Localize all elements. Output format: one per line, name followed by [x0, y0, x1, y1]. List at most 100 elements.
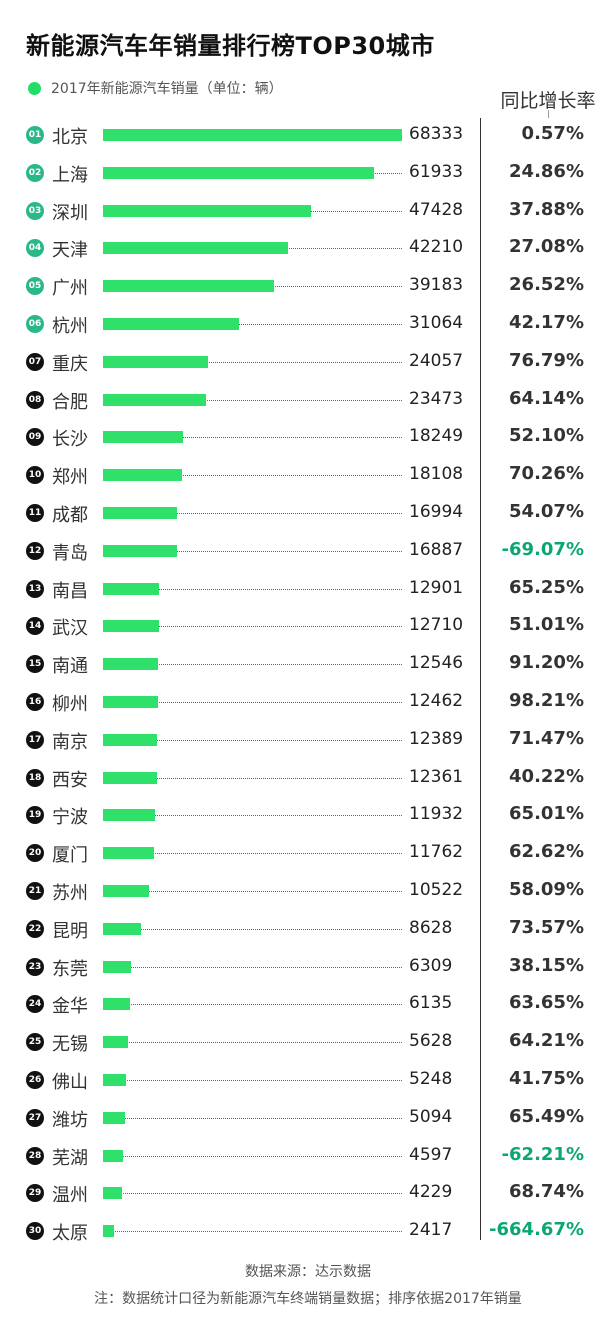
chart-row: 12 青岛 16887 -69.07% — [0, 533, 616, 569]
growth-rate-label: 62.62% — [509, 841, 584, 863]
chart-row: 27 潍坊 5094 65.49% — [0, 1100, 616, 1136]
city-label: 郑州 — [52, 467, 88, 489]
rank-badge: 28 — [26, 1146, 44, 1165]
sales-bar — [103, 242, 288, 255]
city-label: 天津 — [52, 240, 88, 262]
leader-line — [103, 1117, 402, 1119]
sales-bar — [103, 922, 141, 935]
growth-rate-label: 98.21% — [509, 690, 584, 711]
sales-bar — [103, 318, 239, 330]
sales-value-label: 6135 — [409, 993, 453, 1014]
city-label: 青岛 — [52, 542, 88, 564]
leader-line — [103, 626, 402, 628]
chart-row: 09 长沙 18249 52.10% — [0, 419, 616, 455]
sales-value-label: 4229 — [409, 1182, 453, 1203]
sales-bar — [103, 998, 130, 1011]
growth-rate-label: 24.86% — [509, 160, 584, 182]
sales-bar — [103, 696, 158, 708]
growth-rate-label: -62.21% — [501, 1143, 584, 1165]
chart-row: 30 太原 2417 -664.67% — [0, 1213, 616, 1249]
growth-column-header: 同比增长率 — [500, 90, 596, 112]
growth-rate-label: 40.22% — [509, 765, 584, 787]
city-label: 无锡 — [52, 1034, 88, 1056]
chart-row: 10 郑州 18108 70.26% — [0, 457, 616, 493]
rank-badge: 04 — [26, 239, 44, 258]
rank-badge: 12 — [26, 541, 44, 560]
growth-rate-label: 65.49% — [509, 1105, 584, 1127]
rank-badge: 20 — [26, 844, 44, 863]
sales-value-label: 18108 — [409, 464, 464, 485]
sales-value-label: 31064 — [409, 313, 464, 333]
chart-row: 22 昆明 8628 73.57% — [0, 911, 616, 947]
sales-bar — [103, 431, 183, 444]
sales-bar — [103, 393, 206, 406]
rank-badge: 23 — [26, 957, 44, 976]
city-label: 南京 — [52, 731, 88, 753]
rank-badge: 19 — [26, 806, 44, 825]
city-label: 宁波 — [52, 807, 88, 829]
leader-line — [103, 1193, 402, 1195]
legend-dot-icon — [28, 81, 41, 95]
growth-rate-label: 51.01% — [509, 614, 584, 636]
sales-value-label: 47428 — [409, 199, 464, 220]
sales-value-label: 8628 — [409, 917, 453, 938]
city-label: 上海 — [52, 164, 88, 186]
chart-row: 15 南通 12546 91.20% — [0, 646, 616, 682]
chart-row: 13 南昌 12901 65.25% — [0, 571, 616, 607]
growth-rate-label: 65.01% — [509, 803, 584, 825]
city-label: 南昌 — [52, 580, 88, 602]
rank-badge: 03 — [26, 201, 44, 220]
rank-badge: 30 — [26, 1222, 44, 1241]
city-label: 柳州 — [52, 694, 88, 715]
chart-row: 26 佛山 5248 41.75% — [0, 1062, 616, 1098]
city-label: 南通 — [52, 656, 88, 678]
chart-row: 05 广州 39183 26.52% — [0, 268, 616, 304]
sales-value-label: 5094 — [409, 1106, 453, 1127]
growth-rate-label: 38.15% — [509, 954, 584, 976]
sales-bar — [103, 469, 183, 482]
rank-badge: 06 — [26, 315, 44, 333]
growth-rate-label: 54.07% — [509, 501, 584, 522]
city-label: 金华 — [52, 996, 88, 1018]
chart-row: 28 芜湖 4597 -62.21% — [0, 1138, 616, 1174]
sales-value-label: 12462 — [409, 691, 464, 711]
chart-row: 04 天津 42210 27.08% — [0, 230, 616, 266]
rank-badge: 26 — [26, 1071, 44, 1089]
rank-badge: 15 — [26, 655, 44, 674]
sales-value-label: 42210 — [409, 237, 464, 258]
sales-value-label: 11762 — [409, 842, 464, 863]
chart-row: 23 东莞 6309 38.15% — [0, 949, 616, 985]
leader-line — [103, 513, 402, 514]
city-label: 长沙 — [52, 429, 88, 451]
chart-row: 20 厦门 11762 62.62% — [0, 835, 616, 871]
growth-rate-label: 64.21% — [509, 1030, 584, 1052]
sales-value-label: 5628 — [409, 1031, 453, 1052]
sales-bar — [103, 582, 160, 595]
sales-value-label: 11932 — [409, 804, 464, 825]
sales-bar — [103, 1111, 126, 1124]
header-tick — [548, 110, 549, 118]
growth-rate-label: 73.57% — [509, 916, 584, 938]
leader-line — [103, 1155, 402, 1157]
sales-value-label: 10522 — [409, 880, 464, 900]
leader-line — [103, 437, 402, 439]
chart-row: 24 金华 6135 63.65% — [0, 986, 616, 1022]
leader-line — [103, 777, 402, 779]
rank-badge: 18 — [26, 768, 44, 787]
sales-value-label: 39183 — [409, 275, 464, 296]
leader-line — [103, 815, 402, 817]
sales-bar — [103, 885, 150, 897]
legend-label: 2017年新能源汽车销量（单位：辆） — [51, 81, 283, 97]
rank-badge: 07 — [26, 352, 44, 371]
leader-line — [103, 664, 402, 666]
city-label: 潍坊 — [52, 1109, 88, 1131]
growth-rate-label: 76.79% — [509, 349, 584, 371]
city-label: 东莞 — [52, 958, 88, 980]
growth-rate-label: -664.67% — [489, 1219, 584, 1241]
growth-rate-label: 27.08% — [509, 236, 584, 258]
rank-badge: 05 — [26, 277, 44, 296]
leader-line — [103, 361, 402, 363]
city-label: 武汉 — [52, 618, 88, 640]
leader-line — [103, 1042, 402, 1044]
chart-row: 07 重庆 24057 76.79% — [0, 344, 616, 380]
